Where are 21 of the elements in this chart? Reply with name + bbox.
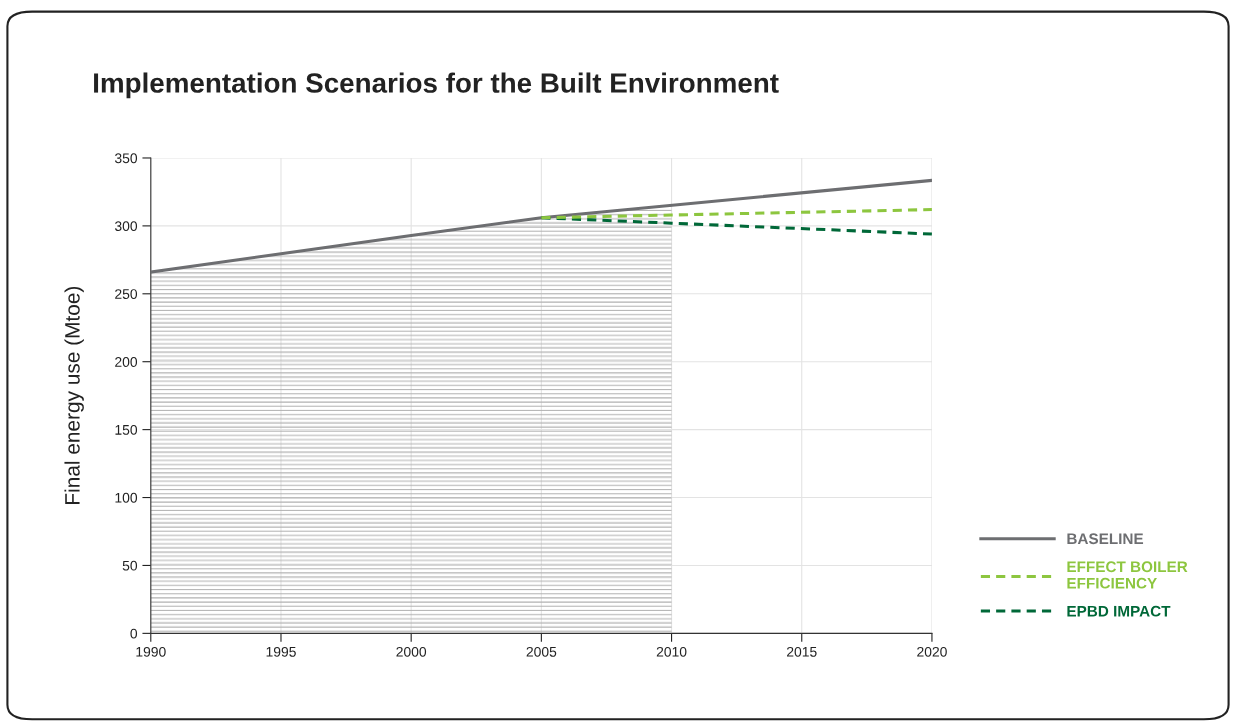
- y-axis-title: Final energy use (Mtoe): [64, 286, 84, 504]
- y-tick-label: 200: [115, 357, 138, 367]
- y-tick-label: 0: [130, 628, 138, 639]
- y-tick-label: 300: [114, 221, 138, 232]
- y-tick-label: 150: [115, 424, 138, 435]
- y-tick-label: 100: [115, 492, 138, 503]
- y-tick-label: 350: [114, 153, 138, 164]
- x-tick-label: 2020: [917, 646, 947, 657]
- x-tick-label: 2010: [656, 646, 687, 657]
- x-tick-label: 1995: [266, 646, 296, 657]
- x-tick-label: 2005: [526, 646, 557, 657]
- legend-label: BASELINE: [1067, 533, 1144, 545]
- y-tick-label: 50: [122, 560, 138, 571]
- x-tick-label: 2000: [396, 646, 427, 657]
- legend-label: EPBD IMPACT: [1067, 605, 1171, 617]
- line-series: [150, 178, 932, 274]
- chart-title: Implementation Scenarios for the Built Environment: [94, 72, 779, 99]
- legend-label: EFFECT BOILER EFFICIENCY: [1067, 561, 1188, 589]
- x-tick-label: 1990: [136, 646, 166, 657]
- y-tick-label: 250: [115, 289, 138, 299]
- x-tick-label: 2015: [787, 646, 817, 657]
